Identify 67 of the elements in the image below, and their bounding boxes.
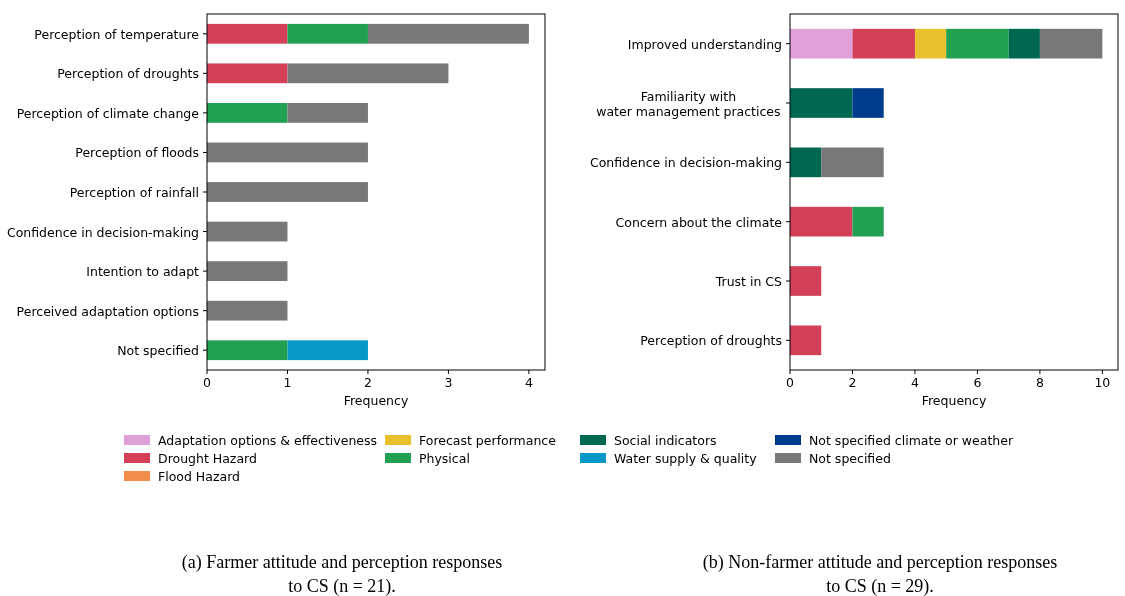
bar <box>852 28 915 59</box>
x-tick-label: 6 <box>973 375 982 390</box>
x-tick-label: 4 <box>910 375 919 390</box>
y-tick-label: Concern about the climate <box>615 214 783 230</box>
bar <box>207 182 368 202</box>
y-tick-label: Perception of climate change <box>16 105 200 121</box>
x-tick-label: 0 <box>786 375 795 390</box>
y-tick-label: Familiarity with water management practices <box>596 88 781 119</box>
bar <box>287 23 368 44</box>
bar <box>914 28 947 59</box>
bar <box>790 28 853 59</box>
legend-label: Social indicators <box>614 433 717 448</box>
x-tick-label: 4 <box>524 375 533 390</box>
x-tick-label: 1 <box>283 375 292 390</box>
bar <box>207 300 288 321</box>
bar <box>946 28 1009 59</box>
bar <box>207 142 368 163</box>
bar <box>1039 28 1103 59</box>
x-axis-title: Frequency <box>921 393 987 408</box>
bar <box>207 103 288 123</box>
legend-label: Not specified <box>809 451 891 466</box>
legend-label: Drought Hazard <box>158 451 257 466</box>
bar <box>790 266 822 296</box>
bar <box>207 63 288 84</box>
x-tick-label: 3 <box>444 375 453 390</box>
y-tick-label: Improved understanding <box>627 36 782 52</box>
bar <box>287 340 368 361</box>
x-tick-label: 10 <box>1094 375 1111 390</box>
bar <box>821 147 884 178</box>
legend-label: Physical <box>419 451 470 466</box>
x-tick-label: 2 <box>363 375 372 390</box>
bar <box>852 206 884 237</box>
bar <box>790 88 853 118</box>
text: (a) Farmer attitude and perception responses to CS (n = 21). <box>181 552 503 596</box>
bar <box>207 221 288 242</box>
y-tick-label: Perception of droughts <box>640 332 782 348</box>
y-tick-label: Perceived adaptation options <box>16 303 199 319</box>
x-tick-label: 0 <box>203 375 212 390</box>
text: (b) Non-farmer attitude and perception responses to CS (n = 29). <box>702 552 1058 596</box>
bar <box>207 340 288 361</box>
y-tick-label: Trust in CS <box>714 273 783 289</box>
y-tick-label: Not specified <box>117 342 199 358</box>
y-tick-label: Confidence in decision-making <box>589 154 782 170</box>
legend-label: Flood Hazard <box>158 469 241 484</box>
y-tick-label: Perception of temperature <box>34 26 200 42</box>
bar <box>790 325 822 356</box>
x-axis-title: Frequency <box>343 393 409 408</box>
y-tick-label: Confidence in decision-making <box>6 224 199 240</box>
bar <box>790 206 853 237</box>
bar <box>287 63 449 84</box>
y-tick-label: Perception of floods <box>75 144 199 160</box>
legend-label: Forecast performance <box>419 433 557 448</box>
bar <box>207 261 288 281</box>
bar <box>790 147 822 178</box>
x-tick-label: 8 <box>1035 375 1044 390</box>
y-tick-label: Intention to adapt <box>86 263 200 279</box>
bar <box>367 23 529 44</box>
y-tick-label: Perception of droughts <box>57 65 199 81</box>
bar <box>852 88 884 118</box>
bar <box>207 23 288 44</box>
legend-label: Not specified climate or weather <box>809 433 1014 448</box>
legend-label: Water supply & quality <box>614 451 758 466</box>
legend-label: Adaptation options & effectiveness <box>158 433 378 448</box>
bar <box>1008 28 1040 59</box>
x-tick-label: 2 <box>848 375 857 390</box>
bar <box>287 103 368 123</box>
y-tick-label: Perception of rainfall <box>69 184 199 200</box>
